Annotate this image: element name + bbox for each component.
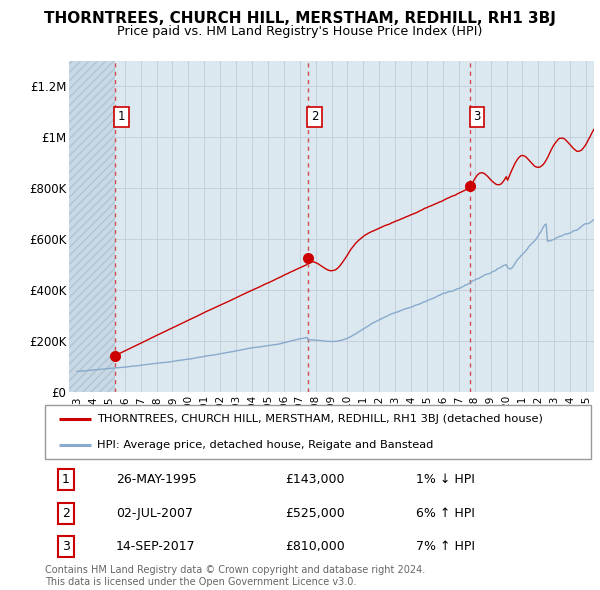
Text: HPI: Average price, detached house, Reigate and Banstead: HPI: Average price, detached house, Reig…: [97, 441, 433, 450]
Text: 2: 2: [62, 506, 70, 520]
Text: 1: 1: [62, 473, 70, 486]
Text: 3: 3: [473, 110, 481, 123]
Text: 3: 3: [62, 540, 70, 553]
Text: £525,000: £525,000: [285, 506, 345, 520]
Text: Contains HM Land Registry data © Crown copyright and database right 2024.
This d: Contains HM Land Registry data © Crown c…: [45, 565, 425, 587]
Text: 02-JUL-2007: 02-JUL-2007: [116, 506, 193, 520]
Text: 1: 1: [118, 110, 125, 123]
Text: Price paid vs. HM Land Registry's House Price Index (HPI): Price paid vs. HM Land Registry's House …: [118, 25, 482, 38]
Text: £143,000: £143,000: [285, 473, 345, 486]
Text: 14-SEP-2017: 14-SEP-2017: [116, 540, 196, 553]
Text: 1% ↓ HPI: 1% ↓ HPI: [416, 473, 475, 486]
Text: THORNTREES, CHURCH HILL, MERSTHAM, REDHILL, RH1 3BJ (detached house): THORNTREES, CHURCH HILL, MERSTHAM, REDHI…: [97, 414, 543, 424]
Text: THORNTREES, CHURCH HILL, MERSTHAM, REDHILL, RH1 3BJ: THORNTREES, CHURCH HILL, MERSTHAM, REDHI…: [44, 11, 556, 25]
Text: 26-MAY-1995: 26-MAY-1995: [116, 473, 197, 486]
Text: 7% ↑ HPI: 7% ↑ HPI: [416, 540, 475, 553]
Text: £810,000: £810,000: [285, 540, 345, 553]
Text: 6% ↑ HPI: 6% ↑ HPI: [416, 506, 475, 520]
Text: 2: 2: [311, 110, 319, 123]
